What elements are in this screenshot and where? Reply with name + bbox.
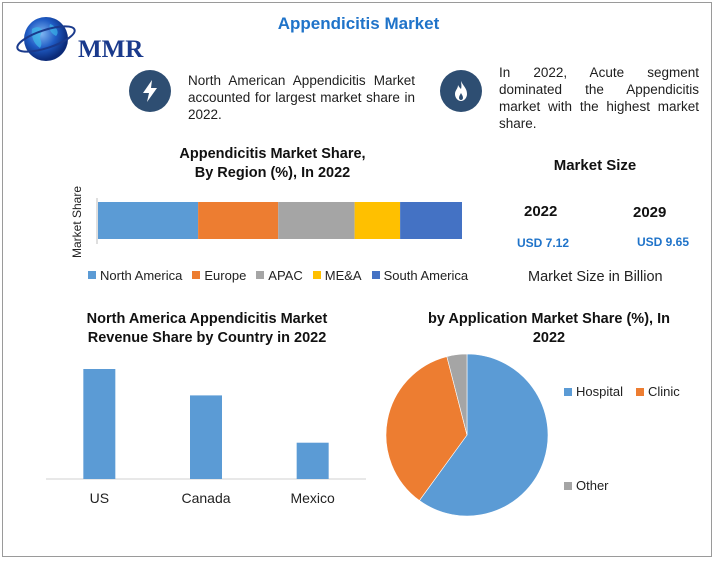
region-chart-ylabel: Market Share	[70, 185, 84, 258]
legend-swatch	[192, 271, 201, 279]
country-chart-title-line-1: North America Appendicitis Market	[86, 311, 328, 327]
fact-2-badge	[440, 70, 482, 112]
region-legend-item: North America	[88, 268, 182, 283]
flame-icon	[455, 81, 467, 101]
hospital-label: Hospital	[576, 384, 623, 399]
legend-label: APAC	[268, 267, 303, 283]
fact-1-badge	[129, 70, 171, 112]
legend-swatch	[256, 271, 265, 279]
region-segment-apac	[278, 202, 355, 239]
fact-1-text: North American Appendicitis Market accou…	[188, 73, 415, 122]
region-chart-title-line-2: By Region (%), In 2022	[194, 165, 351, 181]
legend-label: South America	[383, 267, 469, 283]
pie-slice-hospital	[418, 353, 549, 517]
region-legend-item: ME&A	[312, 267, 362, 283]
application-chart-title-line-1: by Application Market Share (%), In	[428, 311, 670, 327]
region-legend-item: South America	[371, 267, 469, 283]
market-year-2029: 2029	[633, 204, 667, 221]
logo-text: MMR	[78, 36, 144, 63]
pie-slice-other	[446, 353, 468, 436]
pie-slice-clinic	[385, 356, 468, 501]
region-chart-title-line-1: Appendicitis Market Share,	[179, 146, 366, 162]
country-bar-mexico	[296, 442, 329, 479]
legend-swatch	[88, 271, 96, 279]
pie-legend-other: Other	[564, 478, 609, 493]
market-size-heading: Market Size	[553, 157, 637, 174]
clinic-swatch	[636, 387, 644, 396]
legend-swatch	[371, 271, 380, 279]
other-swatch	[564, 481, 572, 490]
globe-icon	[16, 17, 76, 61]
market-value-2029: USD 9.65	[637, 235, 690, 249]
region-stacked-bar	[96, 198, 462, 244]
market-year-2022: 2022	[524, 203, 558, 220]
region-legend-item: APAC	[256, 267, 303, 283]
infographic-frame	[2, 2, 712, 557]
country-bar-us	[83, 369, 116, 479]
page-title: Appendicitis Market	[277, 14, 440, 33]
clinic-label: Clinic	[648, 384, 680, 399]
market-value-2022: USD 7.12	[517, 236, 570, 250]
region-segment-north-america	[98, 202, 199, 239]
region-chart-title: Appendicitis Market Share, By Region (%)…	[150, 145, 395, 183]
pie-legend-hospital: Hospital	[564, 384, 623, 399]
market-size-caption: Market Size in Billion	[528, 269, 663, 285]
region-legend: North America Europe APAC ME&A South America	[88, 266, 488, 284]
country-label-us: US	[89, 490, 110, 506]
legend-label: Europe	[204, 267, 247, 283]
country-label-mexico: Mexico	[290, 490, 335, 506]
country-label-canada: Canada	[181, 490, 231, 506]
legend-swatch	[312, 271, 321, 279]
legend-label: ME&A	[324, 267, 362, 283]
fact-2-text: In 2022, Acute segment dominated the App…	[499, 65, 699, 131]
application-chart-title: by Application Market Share (%), In 2022	[410, 310, 688, 348]
region-segment-south-america	[400, 202, 462, 239]
application-chart-title-line-2: 2022	[532, 330, 566, 346]
country-bar-chart	[46, 369, 366, 480]
country-axis-labels: US Canada Mexico	[46, 490, 366, 510]
region-segment-me-a	[354, 202, 401, 239]
other-label: Other	[576, 478, 609, 493]
legend-label: North America	[100, 267, 183, 283]
application-pie-chart	[385, 353, 549, 517]
lightning-icon	[143, 80, 157, 102]
country-chart-title: North America Appendicitis Market Revenu…	[72, 310, 342, 348]
region-legend-item: Europe	[192, 268, 246, 283]
country-chart-title-line-2: Revenue Share by Country in 2022	[87, 330, 327, 346]
pie-legend-clinic: Clinic	[636, 384, 680, 399]
region-segment-europe	[198, 202, 279, 239]
hospital-swatch	[564, 387, 572, 396]
country-bar-canada	[190, 395, 222, 479]
